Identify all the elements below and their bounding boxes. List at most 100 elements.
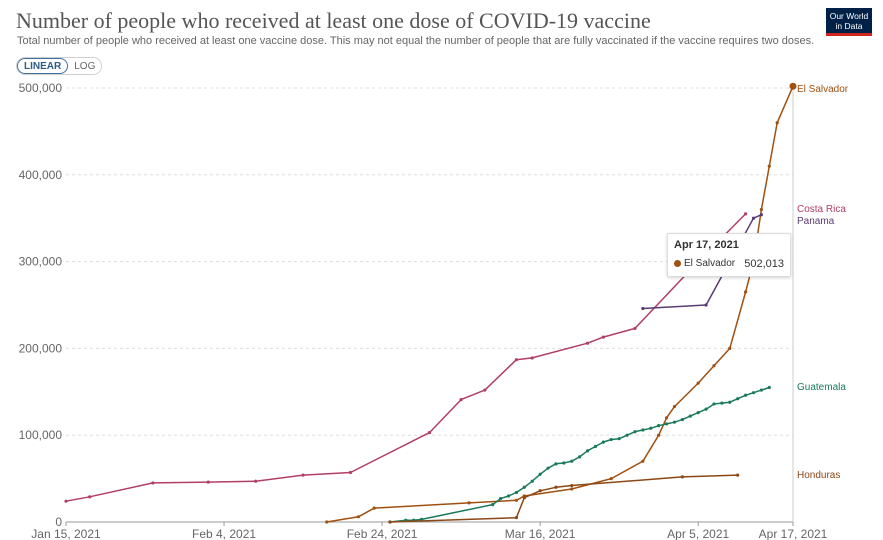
data-point-guatemala [538, 472, 542, 476]
data-point-guatemala [696, 411, 700, 415]
data-point-honduras [680, 475, 684, 479]
data-point-guatemala [562, 461, 566, 465]
tooltip-value: 502,013 [744, 258, 784, 270]
series-label-honduras: Honduras [797, 470, 840, 481]
data-point-el-salvador [712, 364, 716, 368]
series-label-guatemala: Guatemala [797, 382, 846, 393]
data-point-guatemala [767, 385, 771, 390]
x-tick-label: Feb 4, 2021 [192, 527, 256, 540]
data-point-el-salvador [775, 121, 779, 125]
data-point-guatemala [499, 496, 503, 501]
data-point-costa-rica [301, 473, 305, 477]
data-point-el-salvador [514, 498, 519, 502]
data-point-el-salvador [641, 459, 645, 463]
data-point-guatemala [546, 466, 550, 470]
data-point-el-salvador [728, 346, 732, 350]
data-point-el-salvador [767, 164, 771, 168]
data-point-guatemala [657, 424, 661, 428]
y-tick-label: 200,000 [19, 341, 63, 355]
data-point-el-salvador [372, 506, 376, 510]
data-point-guatemala [578, 455, 582, 459]
data-point-guatemala [609, 437, 613, 442]
data-point-costa-rica [743, 212, 748, 216]
data-point-el-salvador [672, 404, 677, 409]
data-point-guatemala [704, 407, 708, 411]
data-point-honduras [570, 483, 574, 488]
data-point-guatemala [641, 428, 645, 432]
data-point-guatemala [570, 459, 574, 463]
scale-toggle: LINEAR LOG [16, 57, 103, 75]
data-point-guatemala [680, 417, 684, 422]
data-point-guatemala [530, 479, 534, 483]
y-tick-label: 500,000 [19, 81, 63, 95]
data-point-costa-rica [64, 499, 68, 503]
data-point-honduras [514, 516, 519, 520]
data-point-el-salvador [759, 207, 763, 212]
data-point-honduras [554, 485, 558, 489]
data-point-guatemala [751, 391, 756, 395]
data-point-guatemala [712, 402, 716, 406]
data-point-guatemala [720, 401, 724, 405]
data-point-el-salvador [664, 416, 669, 420]
data-point-el-salvador [325, 520, 329, 524]
data-point-panama [704, 303, 708, 307]
data-point-costa-rica [151, 481, 155, 485]
x-tick-label: Jan 15, 2021 [31, 527, 101, 540]
data-point-el-salvador [356, 515, 360, 519]
data-point-costa-rica [427, 430, 432, 435]
data-point-panama [751, 216, 756, 220]
data-point-honduras [736, 473, 740, 477]
series-label-panama: Panama [797, 216, 835, 227]
data-point-el-salvador [657, 433, 661, 437]
chart-subtitle: Total number of people who received at l… [17, 35, 815, 47]
data-point-guatemala [514, 490, 519, 495]
data-point-guatemala [743, 393, 748, 397]
data-point-el-salvador [570, 487, 574, 491]
y-tick-label: 400,000 [19, 168, 63, 182]
data-point-guatemala [617, 437, 621, 441]
data-point-panama [641, 306, 645, 311]
data-point-guatemala [664, 422, 669, 426]
data-point-honduras [538, 489, 542, 493]
data-point-guatemala [506, 494, 511, 498]
owid-logo[interactable]: Our World in Data [826, 8, 872, 36]
data-point-costa-rica [585, 341, 590, 345]
logo-line-2: in Data [835, 21, 863, 31]
data-point-guatemala [649, 426, 653, 430]
x-tick-label: Apr 5, 2021 [667, 527, 729, 540]
data-point-guatemala [728, 400, 732, 404]
highlight-point-el-salvador [789, 82, 797, 90]
data-point-costa-rica [530, 356, 534, 360]
data-point-el-salvador [743, 290, 748, 294]
data-point-guatemala [585, 449, 590, 453]
data-point-el-salvador [696, 381, 700, 385]
series-label-costa-rica: Costa Rica [797, 204, 846, 215]
data-point-honduras [522, 496, 526, 500]
data-point-guatemala [688, 414, 692, 418]
data-point-costa-rica [601, 335, 605, 339]
data-point-guatemala [633, 430, 637, 434]
linear-scale-button[interactable]: LINEAR [17, 58, 69, 74]
data-point-guatemala [759, 388, 763, 392]
series-line-costa-rica [65, 213, 747, 502]
data-point-honduras [388, 520, 392, 524]
x-tick-label: Feb 24, 2021 [347, 527, 418, 540]
data-point-guatemala [625, 433, 629, 437]
data-point-costa-rica [514, 358, 519, 362]
y-tick-label: 0 [55, 515, 62, 529]
data-point-panama [759, 213, 763, 217]
logo-accent-bar [826, 33, 872, 36]
data-point-costa-rica [206, 480, 210, 484]
log-scale-button[interactable]: LOG [68, 58, 102, 74]
series-line-el-salvador [326, 86, 794, 523]
series-label-el-salvador: El Salvador [797, 84, 849, 95]
x-tick-label: Apr 17, 2021 [759, 527, 828, 540]
data-point-costa-rica [633, 326, 637, 331]
series-line-honduras [389, 474, 738, 523]
data-point-guatemala [593, 444, 598, 449]
data-point-guatemala [522, 485, 526, 489]
data-point-costa-rica [348, 470, 353, 475]
series-line-guatemala [389, 386, 770, 523]
hover-tooltip: Apr 17, 2021 El Salvador 502,013 [667, 233, 791, 277]
